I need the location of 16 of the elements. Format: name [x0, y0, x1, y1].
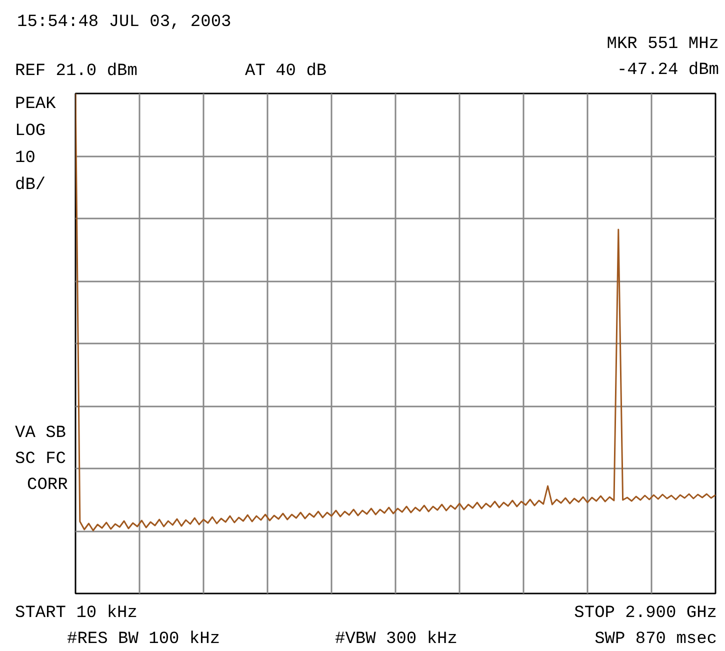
text: #VBW 300 kHz: [335, 630, 458, 650]
text: SC FC: [15, 450, 66, 470]
text: PEAK: [15, 95, 56, 115]
text: VA SB: [15, 424, 66, 444]
text: #RES BW 100 kHz: [67, 630, 220, 650]
text: SWP 870 msec: [594, 630, 717, 650]
text: dB/: [15, 176, 46, 196]
text: REF 21.0 dBm: [15, 62, 138, 82]
text: START 10 kHz: [15, 604, 138, 624]
text: AT 40 dB: [245, 62, 327, 82]
text: 10: [15, 149, 36, 169]
text: LOG: [15, 122, 46, 142]
text: CORR: [27, 476, 68, 496]
text: 15:54:48 JUL 03, 2003: [17, 13, 232, 33]
text: MKR 551 MHz -47.24 dBm: [606, 35, 719, 81]
text: STOP 2.900 GHz: [574, 604, 717, 624]
